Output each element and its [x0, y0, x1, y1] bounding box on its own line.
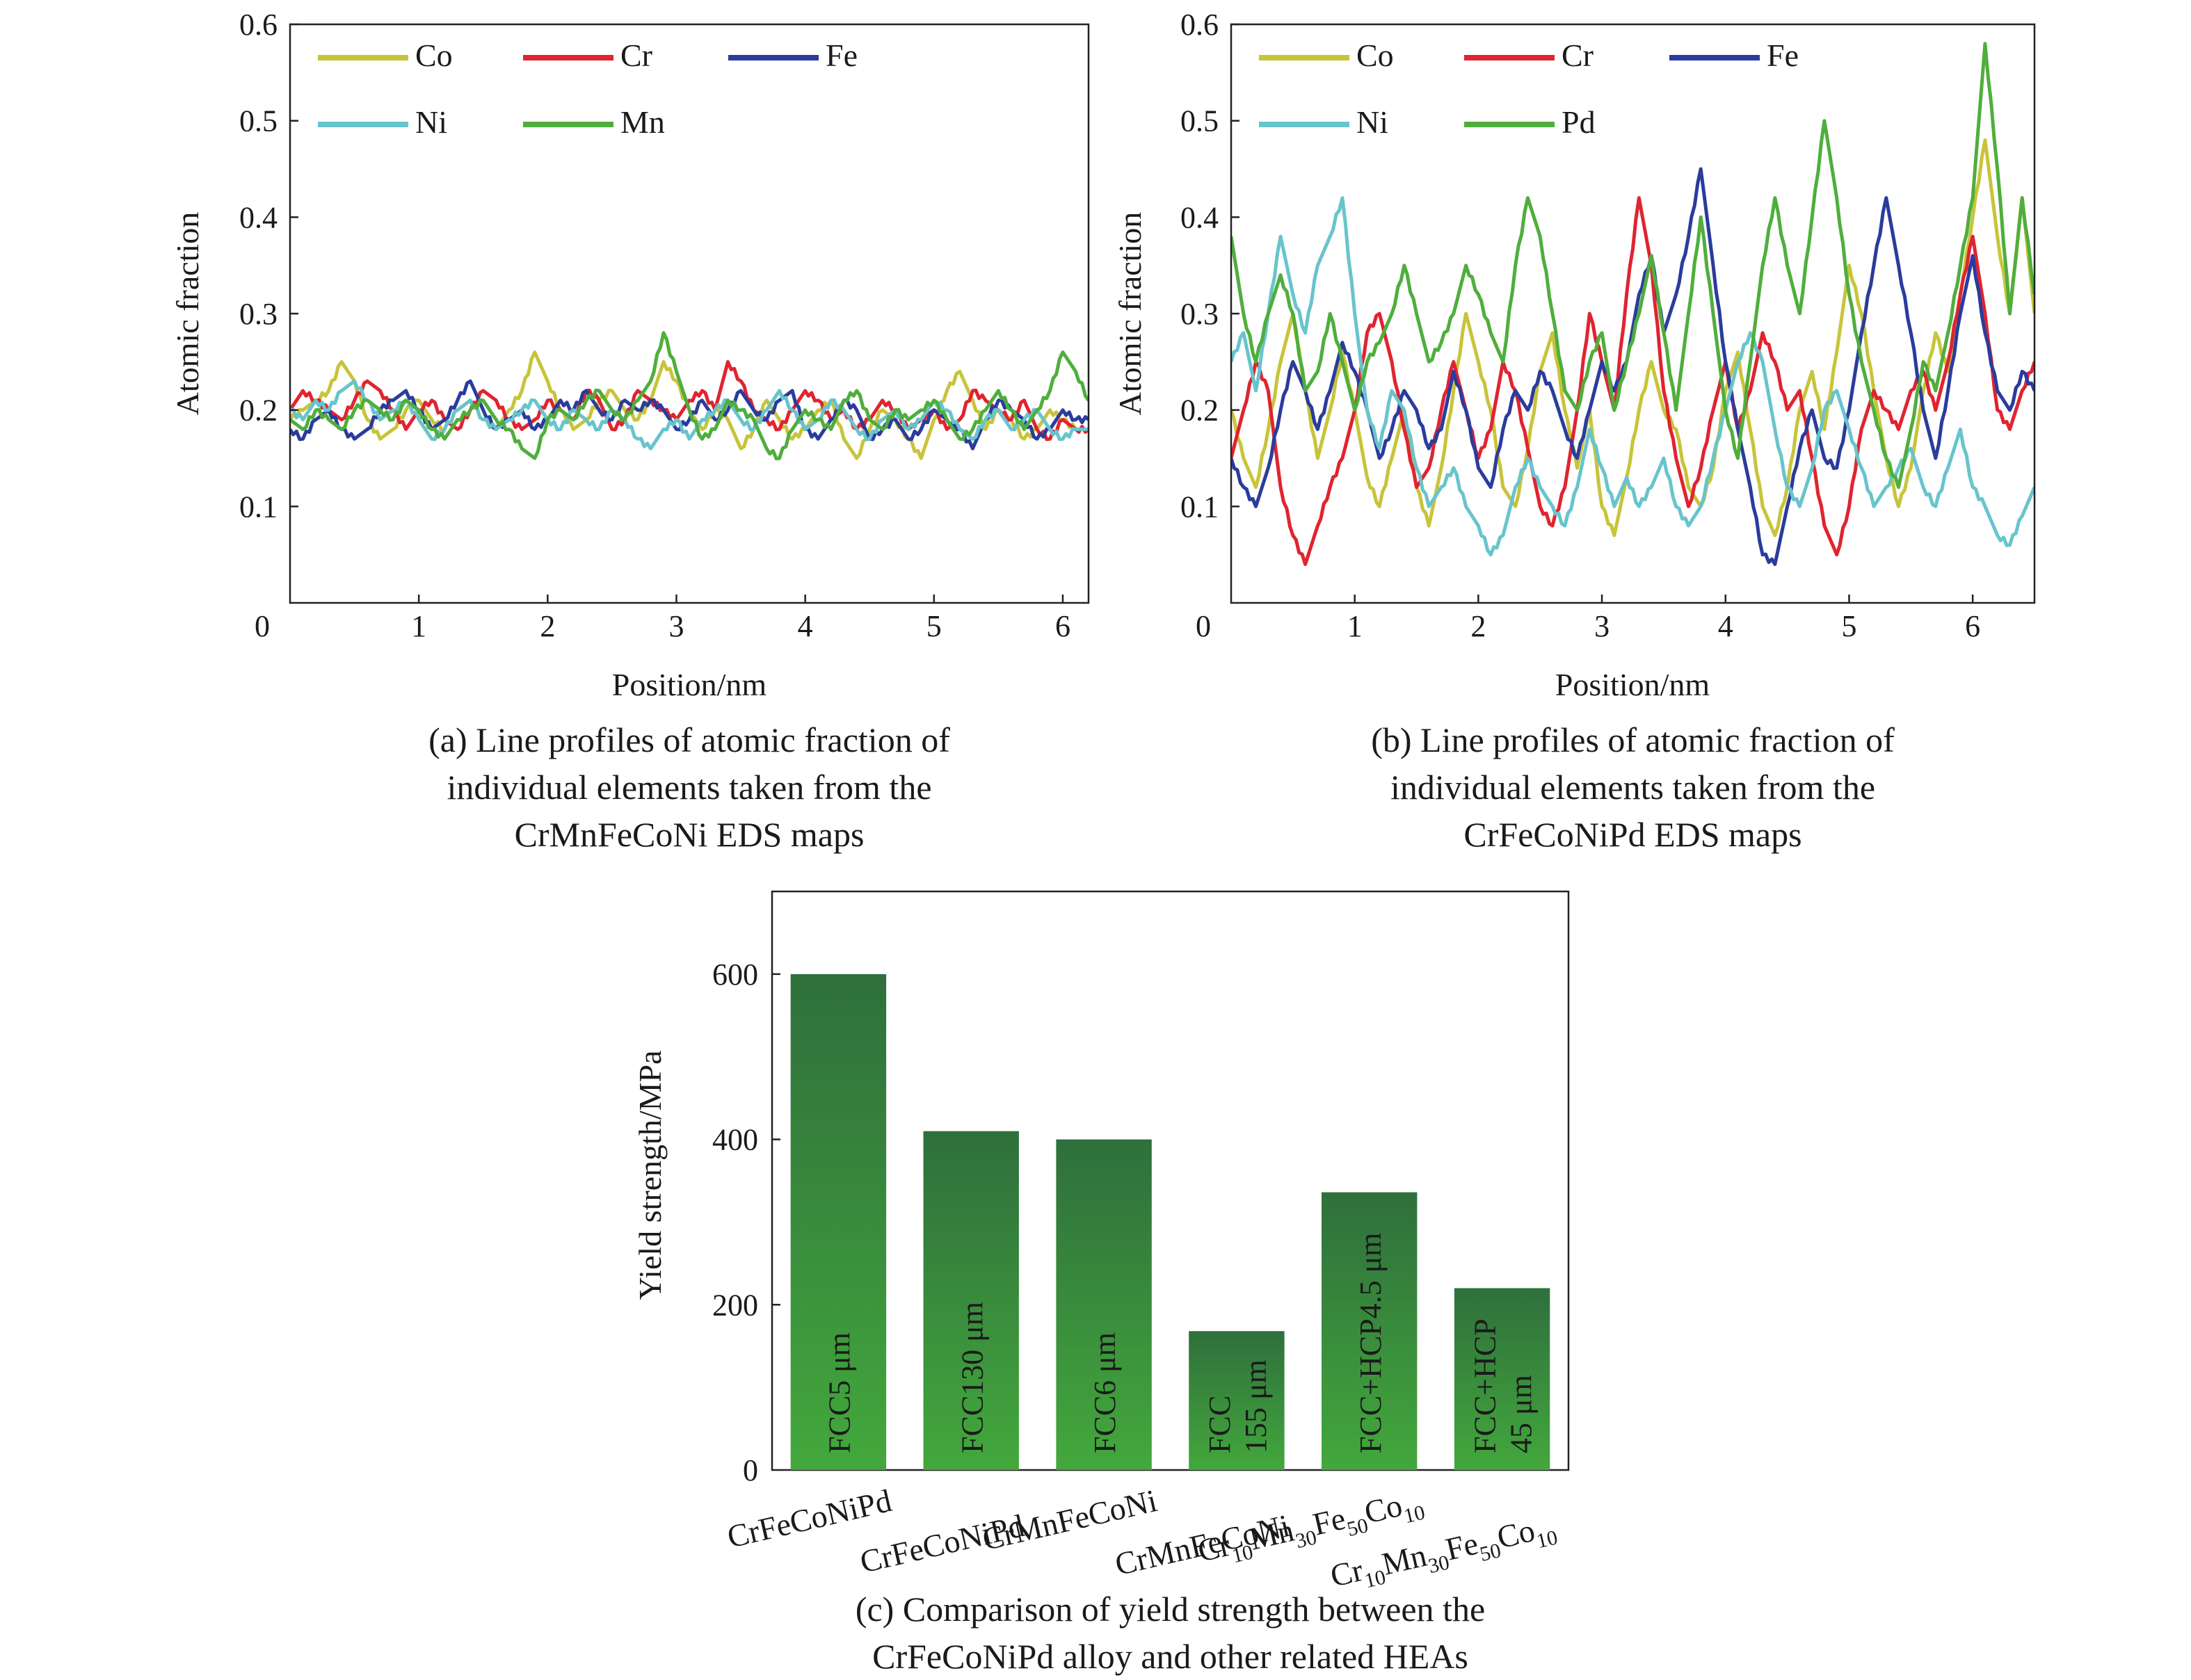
series-line-cr — [290, 360, 1089, 442]
bar — [1322, 1192, 1418, 1470]
x-tick-label: 3 — [668, 609, 684, 643]
bar — [1454, 1288, 1550, 1470]
caption-c-line-2: CrFeCoNiPd alloy and other related HEAs — [872, 1637, 1468, 1676]
bar-label: FCC — [1203, 1396, 1237, 1453]
caption-b-line-3: CrFeCoNiPd EDS maps — [1463, 815, 1802, 854]
y-tick-label: 400 — [712, 1123, 758, 1157]
panel-a-frame — [289, 23, 1090, 604]
legend-label-ni: Ni — [1356, 104, 1388, 140]
legend-label-cr: Cr — [1562, 38, 1594, 73]
y-tick-label: 0.5 — [239, 104, 278, 138]
series-line-fe — [290, 379, 1089, 451]
legend-label-fe: Fe — [1767, 38, 1799, 73]
caption-b-line-1: (b) Line profiles of atomic fraction of — [1371, 720, 1895, 759]
y-tick-label: 0.3 — [1180, 297, 1219, 331]
x-tick-label: 3 — [1594, 609, 1610, 643]
legend-label-fe: Fe — [826, 38, 858, 73]
caption-b: (b) Line profiles of atomic fraction of … — [1231, 716, 2034, 858]
legend-label-cr: Cr — [620, 38, 652, 73]
x-tick-label: 6 — [1965, 609, 1980, 643]
y-tick-label: 0.1 — [1180, 490, 1219, 524]
y-tick-label: 0.4 — [239, 200, 278, 234]
y-tick-label: 0.4 — [1180, 200, 1219, 234]
panel-b-x-axis-label: Position/nm — [1555, 667, 1710, 702]
caption-a-line-2: individual elements taken from the — [447, 768, 932, 807]
bar-label: FCC5 μm — [822, 1332, 856, 1453]
legend-label-mn: Mn — [620, 104, 665, 140]
y-tick-label: 0.6 — [1180, 8, 1219, 42]
x-tick-label: 2 — [540, 609, 555, 643]
series-line-fe — [1231, 167, 2034, 566]
panel-b-line-chart: 0 1 2 3 4 5 6 0.1 0.2 0.3 0.4 0.5 0.6 Co Cr Fe Ni Pd Pos… — [1112, 8, 2036, 702]
legend-label-co: Co — [1356, 38, 1394, 73]
x-tick-label: 5 — [926, 609, 942, 643]
x-tick-label: 5 — [1841, 609, 1856, 643]
panel-a-x-axis-label: Position/nm — [612, 667, 767, 702]
bar-label: FCC130 μm — [955, 1302, 989, 1453]
x-tick-label: 4 — [1718, 609, 1733, 643]
tick-label-origin: 0 — [255, 609, 270, 643]
panel-a-y-axis-label: Atomic fraction — [170, 212, 205, 416]
bar — [1056, 1139, 1152, 1470]
series-line-mn — [290, 331, 1089, 460]
caption-b-line-2: individual elements taken from the — [1390, 768, 1876, 807]
series-line-ni — [290, 379, 1089, 451]
panel-a-line-chart: 0 1 2 3 4 5 6 0.1 0.2 0.3 0.4 0.5 0.6 Co Cr Fe Ni Mn Pos… — [170, 8, 1090, 702]
panel-b-y-axis-label: Atomic fraction — [1112, 212, 1148, 416]
y-tick-label: 600 — [712, 958, 758, 992]
panel-c-frame — [771, 890, 1570, 1471]
y-tick-label: 0.2 — [239, 394, 278, 428]
y-tick-label: 200 — [712, 1288, 758, 1322]
y-tick-label: 0.3 — [239, 297, 278, 331]
legend-label-co: Co — [415, 38, 453, 73]
bar — [923, 1131, 1019, 1470]
y-tick-label: 0.1 — [239, 490, 278, 524]
caption-c: (c) Comparison of yield strength between… — [696, 1585, 1645, 1680]
legend-label-pd: Pd — [1562, 104, 1596, 140]
y-tick-label: 0 — [743, 1453, 758, 1487]
y-tick-label: 0.2 — [1180, 394, 1219, 428]
caption-a-line-3: CrMnFeCoNi EDS maps — [514, 815, 865, 854]
panel-c-bar-chart: FCC5 μm FCC130 μm FCC6 μm FCC 155 μm FCC+HCP4… — [632, 890, 1570, 1594]
series-line-cr — [1231, 196, 2034, 566]
x-tick-label: 1 — [1347, 609, 1363, 643]
caption-a-line-1: (a) Line profiles of atomic fraction of — [428, 720, 950, 759]
bar-label: FCC6 μm — [1088, 1332, 1122, 1453]
tick-label-origin: 0 — [1196, 609, 1211, 643]
series-line-ni — [1231, 196, 2034, 557]
series-line-pd — [1231, 42, 2034, 490]
bar — [790, 974, 887, 1470]
legend-label-ni: Ni — [415, 104, 447, 140]
bar-label: FCC+HCP4.5 μm — [1354, 1233, 1388, 1453]
x-tick-label: 1 — [411, 609, 426, 643]
bar-label: 155 μm — [1239, 1359, 1273, 1453]
series-line-co — [1231, 138, 2034, 538]
y-tick-label: 0.5 — [1180, 104, 1219, 138]
x-tick-label: 4 — [798, 609, 813, 643]
panel-c-y-axis-label: Yield strength/MPa — [632, 1050, 668, 1300]
bar-label: FCC+HCP — [1468, 1318, 1502, 1453]
caption-a: (a) Line profiles of atomic fraction of … — [290, 716, 1089, 858]
bar — [1189, 1331, 1285, 1470]
panel-b-frame — [1230, 23, 2036, 604]
x-tick-label: 2 — [1470, 609, 1486, 643]
y-tick-label: 0.6 — [239, 8, 278, 42]
bar-label: 45 μm — [1504, 1375, 1539, 1453]
caption-c-line-1: (c) Comparison of yield strength between… — [855, 1590, 1486, 1629]
x-tick-label: 6 — [1055, 609, 1070, 643]
